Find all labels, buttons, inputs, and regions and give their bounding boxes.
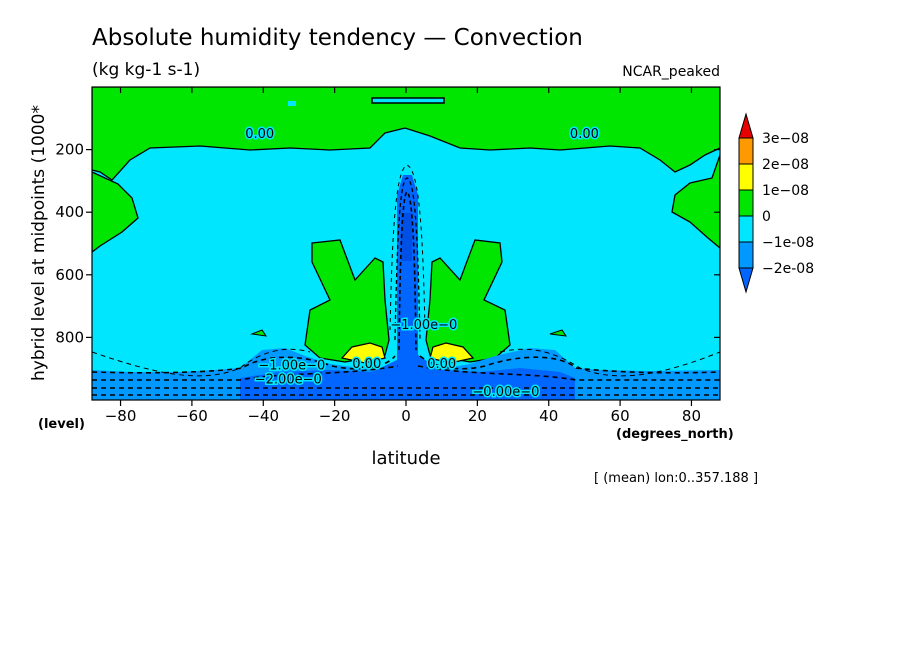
- contour-labels: 0.00 0.00−1.00e−0−2.00e−0−1.00e−00.00 0.00…: [244, 125, 601, 401]
- colorbar-label-0: 3e−08: [762, 131, 809, 147]
- colorbar-label-2: 1e−08: [762, 183, 809, 199]
- x-tick-label-5: 20: [468, 407, 487, 425]
- colorbar-label-3: 0: [762, 209, 771, 225]
- x-axis-unit: (degrees_north): [616, 427, 734, 442]
- x-tick-label-4: 0: [401, 407, 411, 425]
- x-axis: −80 −60 −40 −20 0 20 40 60 80: [105, 87, 701, 425]
- field-left-fleck: [250, 329, 268, 337]
- field-left-speck: [288, 101, 296, 106]
- field-right-mid-lobe: [425, 239, 511, 363]
- x-axis-label: latitude: [371, 448, 440, 469]
- field-right-polar-lobe: [671, 154, 720, 249]
- y-tick-label-3: 800: [55, 328, 84, 346]
- y-tick-label-0: 200: [55, 141, 84, 159]
- field-left-mid-lobe: [304, 239, 390, 363]
- contour-label-7: −0.00e−0: [472, 385, 539, 400]
- field-top-streak: [371, 97, 445, 104]
- negative-contours: [92, 164, 720, 396]
- contour-label-3: −2.00e−0: [255, 373, 322, 388]
- x-tick-label-3: −20: [319, 407, 351, 425]
- colorbar-label-5: −2e-08: [762, 261, 814, 277]
- colorbar: 3e−08 2e−08 1e−08 0 −1e-08 −2e-08: [738, 112, 814, 294]
- field-column-core: [401, 213, 412, 261]
- x-tick-label-0: −80: [105, 407, 137, 425]
- chart-title: Absolute humidity tendency — Convection: [92, 25, 583, 51]
- colorbar-block-3: [738, 189, 754, 217]
- colorbar-top-arrow: [738, 112, 754, 139]
- field-upper-positive: [92, 87, 720, 181]
- units-label: (kg kg-1 s-1): [92, 60, 200, 80]
- field-left-polar-lobe: [92, 171, 139, 253]
- x-tick-label-8: 80: [682, 407, 701, 425]
- colorbar-bottom-arrow: [738, 267, 754, 294]
- y-tick-label-1: 400: [55, 203, 84, 221]
- colorbar-block-2: [738, 163, 754, 191]
- contour-label-2: −1.00e−0: [258, 359, 325, 374]
- x-tick-label-1: −60: [176, 407, 208, 425]
- contour-label-1: 0.00: [570, 127, 599, 142]
- field-left-max: [340, 342, 386, 364]
- dataset-label: NCAR_peaked: [622, 64, 720, 80]
- y-tick-label-2: 600: [55, 266, 84, 284]
- field-equatorial-column: [240, 175, 575, 400]
- plot-area: [92, 87, 720, 400]
- field-right-max: [429, 342, 475, 364]
- colorbar-block-1: [738, 137, 754, 165]
- contour-label-6: 0.00: [427, 357, 456, 372]
- x-tick-label-6: 40: [539, 407, 558, 425]
- contour-label-0: 0.00: [245, 127, 274, 142]
- colorbar-block-4: [738, 215, 754, 243]
- colorbar-label-4: −1e-08: [762, 235, 814, 251]
- y-axis-label: hybrid level at midpoints (1000*: [29, 105, 49, 381]
- footnote: [ (mean) lon:0..357.188 ]: [594, 471, 758, 486]
- contour-label-4: −1.00e−0: [390, 318, 457, 333]
- colorbar-block-5: [738, 241, 754, 269]
- y-axis: 200 400 600 800: [55, 141, 720, 346]
- colorbar-label-1: 2e−08: [762, 157, 809, 173]
- field-right-fleck: [549, 329, 568, 337]
- y-axis-unit: (level): [38, 417, 85, 432]
- x-tick-label-2: −40: [247, 407, 279, 425]
- x-tick-label-7: 60: [611, 407, 630, 425]
- contour-label-5: 0.00: [352, 357, 381, 372]
